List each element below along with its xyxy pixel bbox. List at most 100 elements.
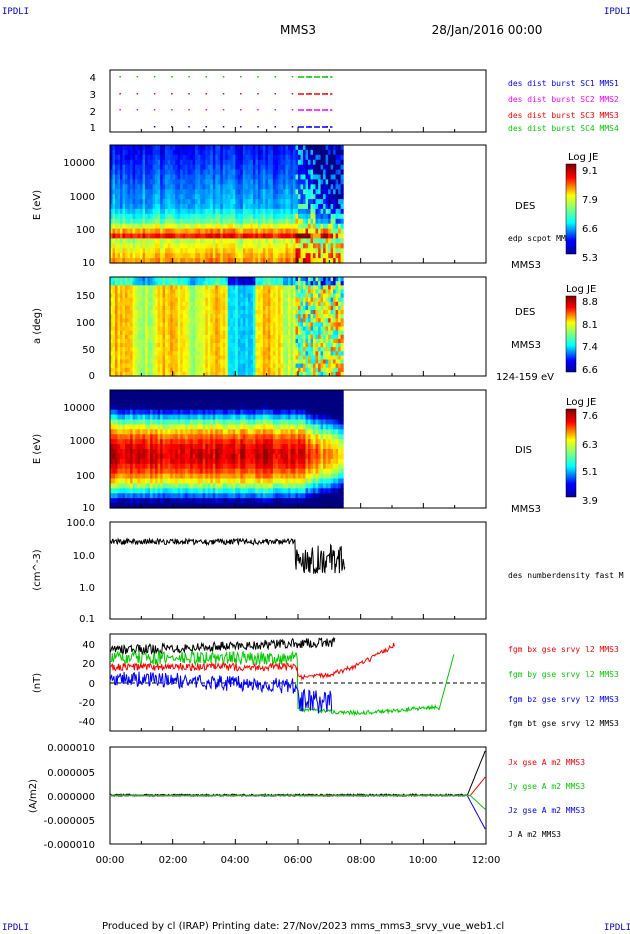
burst-mark (222, 109, 225, 111)
burst-ytick-4: 4 (90, 73, 96, 84)
burst-mark (188, 126, 190, 128)
dis-energy-heatmap (110, 390, 344, 509)
dis-energy-side-label: DIS (515, 445, 532, 456)
dis-energy-cbar-tick-2: 6.3 (582, 440, 598, 451)
figure-datetime: 28/Jan/2016 00:00 (432, 23, 543, 37)
bfield-ytick-m40: -40 (79, 717, 95, 728)
burst-mark (119, 93, 121, 95)
burst-mark (291, 126, 294, 128)
des-energy-sub-label: edp scpot MMS3 (508, 234, 576, 243)
burst-mark (257, 126, 259, 128)
des-pitch-cbar-tick-1: 8.8 (582, 297, 598, 308)
x-tick-12: 12:00 (472, 855, 501, 866)
panel-current: (A/m2) -0.000010 -0.000005 0.000000 0.00… (28, 743, 585, 851)
bfield-legend-bx: fgm bx gse srvy l2 MMS3 (508, 645, 619, 654)
x-tick-02: 02:00 (159, 855, 188, 866)
des-energy-heatmap (110, 145, 344, 264)
des-pitch-sub-label: MMS3 (511, 340, 541, 351)
corner-label-top-right: IPDLI (604, 7, 630, 17)
des-energy-cbar-title: Log JE (568, 152, 598, 163)
burst-mark (188, 93, 190, 95)
burst-mark (205, 109, 208, 111)
density-line (109, 537, 346, 574)
current-ytick-m5: -0.000005 (44, 816, 95, 827)
burst-mark (153, 126, 156, 128)
burst-legend-3: des dist burst SC3 MMS3 (508, 111, 619, 120)
burst-ytick-1: 1 (90, 123, 96, 134)
bt-line (109, 636, 336, 655)
x-tick-06: 06:00 (284, 855, 313, 866)
dis-energy-ytick-1000: 1000 (70, 436, 95, 447)
density-ytick-1: 1.0 (79, 583, 95, 594)
dis-energy-cbar-tick-1: 7.6 (582, 411, 598, 422)
panel-dis-energy: E (eV) 10 100 1000 10000 DIS MMS3 Log JE… (32, 389, 598, 515)
density-ytick-10: 10.0 (73, 551, 95, 562)
burst-marks (119, 76, 333, 128)
burst-mark (171, 126, 173, 128)
burst-mark (274, 109, 276, 111)
des-pitch-cbar-title: Log JE (566, 284, 596, 295)
burst-mark (222, 76, 225, 78)
burst-mark (257, 76, 259, 78)
burst-mark (171, 109, 173, 111)
bx-line (109, 642, 395, 681)
jy-line (109, 794, 486, 810)
x-tick-08: 08:00 (347, 855, 376, 866)
burst-mark (171, 76, 173, 78)
burst-mark (257, 109, 259, 111)
figure-title: MMS3 (280, 23, 316, 37)
burst-mark (240, 93, 242, 95)
current-legend-jx: Jx gse A m2 MMS3 (508, 758, 585, 767)
density-ytick-0.1: 0.1 (79, 614, 95, 625)
current-ytick-10: 0.000010 (47, 743, 95, 754)
corner-label-bottom-left: IPDLI (2, 923, 29, 933)
des-pitch-colorbar (565, 295, 577, 373)
dis-energy-ylabel: E (eV) (32, 434, 43, 464)
dis-energy-colorbar (565, 408, 577, 498)
burst-legend-2: des dist burst SC2 MMS2 (508, 95, 619, 104)
des-energy-ytick-1000: 1000 (70, 192, 95, 203)
bfield-legend-bt: fgm bt gse srvy l2 MMS3 (508, 719, 619, 728)
dis-energy-ytick-10000: 10000 (63, 403, 95, 414)
des-pitch-bottom-label: 124-159 eV (496, 372, 554, 383)
x-tick-00: 00:00 (96, 855, 125, 866)
burst-ytick-3: 3 (90, 90, 96, 101)
bfield-ylabel: (nT) (32, 673, 43, 693)
des-energy-cbar-tick-4: 5.3 (582, 253, 598, 264)
bfield-legend-by: fgm by gse srvy l2 MMS3 (508, 670, 619, 679)
burst-mark (153, 93, 156, 95)
current-ytick-0: 0.000000 (47, 792, 95, 803)
des-pitch-heatmap (110, 277, 344, 377)
current-legend-jz: Jz gse A m2 MMS3 (508, 806, 585, 815)
burst-mark (274, 126, 276, 128)
des-pitch-ytick-50: 50 (82, 345, 95, 356)
burst-mark (153, 76, 156, 78)
burst-ytick-2: 2 (90, 107, 96, 118)
current-legend-j: J A m2 MMS3 (508, 830, 561, 839)
bz-line (109, 671, 333, 714)
current-ylabel: (A/m2) (28, 779, 39, 813)
des-energy-ylabel: E (eV) (32, 190, 43, 220)
dis-energy-cbar-tick-4: 3.9 (582, 496, 598, 507)
burst-mark (171, 93, 173, 95)
des-pitch-ytick-0: 0 (89, 371, 95, 382)
density-ytick-100: 100.0 (66, 518, 95, 529)
burst-legend-1: des dist burst SC1 MMS1 (508, 79, 619, 88)
burst-mark (119, 76, 121, 78)
footer-text: Produced by cl (IRAP) Printing date: 27/… (102, 921, 504, 932)
dis-energy-bottom-label: MMS3 (511, 504, 541, 515)
dis-energy-ytick-10: 10 (82, 503, 95, 514)
burst-mark (153, 109, 156, 111)
des-energy-side-label: DES (515, 201, 535, 212)
burst-mark (188, 109, 190, 111)
bfield-ytick-20: 20 (82, 659, 95, 670)
corner-label-bottom-right: IPDLI (604, 923, 630, 933)
dis-energy-ytick-100: 100 (76, 471, 95, 482)
des-energy-bottom-label: MMS3 (511, 260, 541, 271)
panel-des-energy: E (eV) 10 100 1000 10000 DES edp scpot M… (32, 144, 598, 271)
burst-mark (136, 76, 139, 78)
by-line (109, 649, 455, 717)
panel-des-pitch: a (deg) 0 50 100 150 DES MMS3 124-159 eV… (32, 276, 598, 383)
burst-mark (205, 126, 208, 128)
